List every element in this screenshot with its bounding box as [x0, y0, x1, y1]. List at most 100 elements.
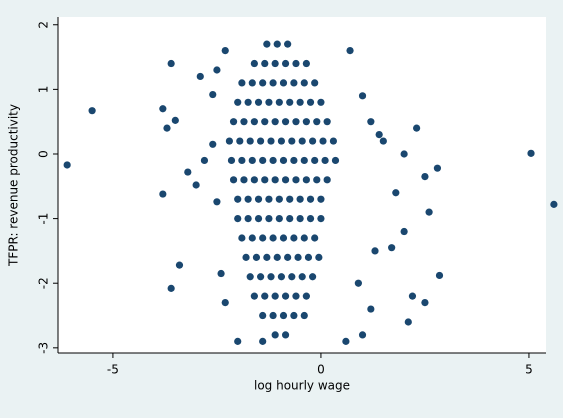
- point: [300, 311, 308, 320]
- point: [284, 253, 292, 261]
- point: [259, 156, 267, 165]
- point: [279, 311, 288, 320]
- point: [250, 118, 258, 126]
- point: [221, 299, 229, 307]
- point: [290, 234, 298, 242]
- point: [290, 311, 298, 320]
- point: [379, 137, 387, 145]
- point: [323, 176, 331, 184]
- point: [292, 59, 300, 68]
- point: [425, 208, 433, 216]
- point: [311, 234, 319, 242]
- point: [192, 181, 200, 189]
- point: [209, 90, 217, 99]
- x-tick-label: 0: [317, 363, 325, 377]
- point: [408, 292, 417, 300]
- point: [261, 59, 269, 68]
- point: [433, 164, 442, 172]
- point: [292, 176, 300, 184]
- point: [281, 331, 290, 339]
- point: [311, 79, 319, 87]
- point: [321, 156, 329, 165]
- point: [269, 156, 277, 165]
- point: [217, 269, 225, 278]
- y-tick-label: 2: [37, 21, 51, 29]
- point: [296, 98, 304, 106]
- point: [88, 107, 96, 115]
- point: [227, 156, 236, 165]
- point: [323, 118, 331, 126]
- point: [250, 176, 258, 184]
- point: [527, 149, 535, 157]
- point: [240, 176, 248, 184]
- point: [238, 234, 246, 242]
- point: [281, 292, 290, 300]
- y-tick-label: 1: [37, 86, 51, 94]
- point: [286, 195, 294, 203]
- point: [234, 195, 242, 203]
- point: [234, 215, 242, 223]
- point: [279, 234, 288, 242]
- point: [236, 137, 244, 145]
- point: [261, 176, 269, 184]
- point: [281, 118, 290, 126]
- y-tick-label: -2: [37, 277, 51, 289]
- point: [329, 137, 338, 145]
- point: [229, 118, 238, 126]
- point: [292, 118, 300, 126]
- point: [300, 79, 308, 87]
- point: [248, 234, 256, 242]
- point: [200, 156, 209, 165]
- point: [371, 247, 379, 255]
- point: [346, 47, 354, 55]
- point: [292, 292, 300, 300]
- x-tick-label: 5: [525, 363, 533, 377]
- point: [261, 292, 269, 300]
- point: [342, 337, 350, 345]
- y-tick-label: 0: [37, 150, 51, 158]
- point: [238, 79, 246, 87]
- point: [315, 253, 323, 261]
- point: [288, 273, 296, 281]
- point: [302, 59, 310, 68]
- point: [358, 92, 367, 100]
- point: [286, 215, 294, 223]
- point: [213, 198, 221, 206]
- point: [275, 195, 283, 203]
- x-tick-label: -5: [107, 363, 119, 377]
- point: [259, 234, 267, 242]
- y-tick-label: -3: [37, 342, 51, 354]
- point: [313, 118, 321, 126]
- point: [273, 40, 281, 48]
- point: [298, 273, 306, 281]
- point: [392, 189, 400, 197]
- point: [306, 195, 315, 203]
- point: [234, 337, 242, 345]
- point: [288, 137, 296, 145]
- point: [246, 137, 254, 145]
- point: [248, 79, 256, 87]
- point: [367, 118, 375, 126]
- point: [240, 118, 248, 126]
- point: [284, 40, 292, 48]
- point: [196, 72, 204, 81]
- point: [244, 98, 252, 106]
- point: [275, 215, 283, 223]
- point: [263, 253, 271, 261]
- point: [309, 137, 317, 145]
- point: [388, 244, 396, 252]
- point: [302, 176, 310, 184]
- point: [404, 318, 412, 326]
- point: [269, 234, 277, 242]
- point: [267, 273, 275, 281]
- point: [421, 173, 429, 181]
- point: [271, 118, 279, 126]
- point: [309, 273, 317, 281]
- point: [294, 253, 302, 261]
- point: [413, 124, 421, 132]
- point: [254, 215, 263, 223]
- point: [296, 195, 304, 203]
- point: [159, 105, 167, 113]
- point: [242, 253, 250, 261]
